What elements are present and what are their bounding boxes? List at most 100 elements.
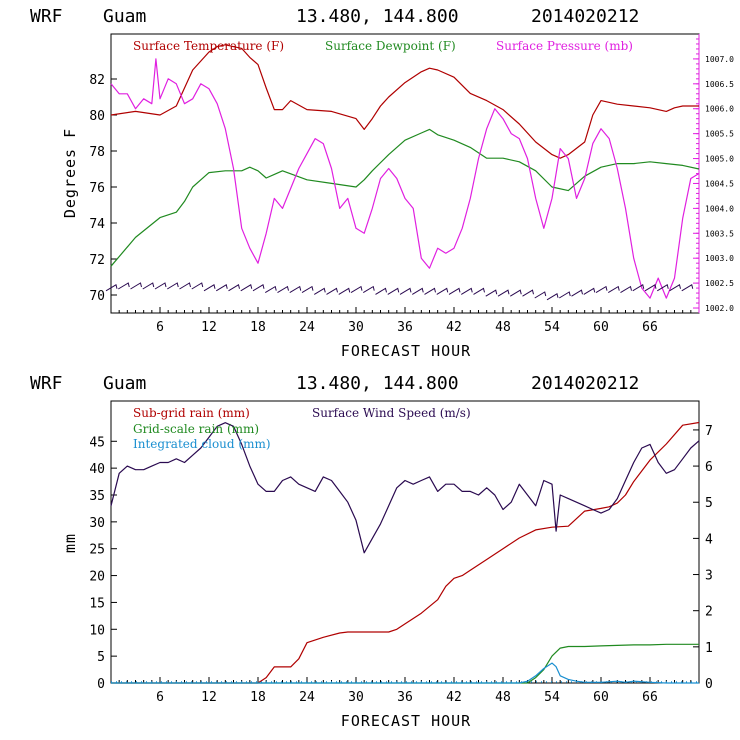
wind-barb — [338, 287, 351, 295]
y2-tick-label: 1005.5 — [705, 130, 734, 139]
x-tick-label: 42 — [446, 690, 462, 705]
wind-barb — [620, 285, 632, 294]
x-tick-label: 36 — [397, 320, 413, 335]
wind-speed-line — [110, 422, 700, 554]
chart-2-x-label: FORECAST HOUR — [341, 712, 471, 730]
y2-tick-label: 1003.0 — [705, 254, 734, 263]
y2-tick-label: 1002.0 — [705, 304, 734, 313]
wind-barb — [326, 287, 338, 295]
legend-surface-temperature: Surface Temperature (F) — [133, 39, 284, 53]
y2-tick-label: 7 — [705, 424, 713, 439]
chart-2-y-label: mm — [61, 533, 79, 553]
wind-barb — [191, 282, 204, 290]
chart-2-series — [110, 421, 700, 684]
y2-tick-label: 1004.0 — [705, 204, 734, 213]
chart-1-right-axis: 1002.0 1002.5 1003.0 1003.5 1004.0 1004.5 1005… — [693, 38, 734, 313]
wind-barb — [375, 287, 387, 295]
x-tick-label: 12 — [201, 690, 217, 705]
wind-barb — [607, 285, 620, 294]
y2-tick-label: 1003.5 — [705, 229, 734, 238]
x-tick-label: 18 — [250, 690, 266, 705]
subgrid-rain-line — [111, 421, 700, 684]
wind-barb — [583, 287, 596, 295]
wind-barb — [546, 293, 559, 301]
chart-1-left-axis: 70 72 74 76 78 80 82 — [89, 73, 117, 304]
chart-1-location: Guam — [103, 6, 146, 27]
y2-tick-label: 5 — [705, 496, 713, 511]
wind-barb — [313, 287, 326, 295]
y-tick-label: 78 — [89, 145, 105, 160]
chart-2-run: 2014020212 — [531, 373, 639, 394]
x-tick-label: 30 — [348, 690, 364, 705]
x-tick-label: 42 — [446, 320, 462, 335]
x-tick-label: 54 — [544, 690, 560, 705]
x-tick-label: 60 — [593, 320, 609, 335]
y2-tick-label: 1 — [705, 641, 713, 656]
wind-barb — [448, 287, 461, 295]
wind-barb — [644, 284, 657, 292]
temperature-line — [110, 44, 699, 159]
x-tick-label: 66 — [642, 690, 658, 705]
dewpoint-line — [110, 128, 700, 267]
y-tick-label: 0 — [97, 677, 105, 692]
y2-tick-label: 1007.0 — [705, 55, 734, 64]
wind-barb — [240, 284, 253, 292]
x-tick-label: 24 — [299, 320, 315, 335]
wind-barb — [117, 282, 130, 290]
y-tick-label: 35 — [89, 489, 105, 504]
y2-tick-label: 3 — [705, 569, 713, 584]
wind-barb — [632, 284, 645, 292]
wind-barb — [166, 282, 179, 290]
x-tick-label: 60 — [593, 690, 609, 705]
y-tick-label: 74 — [89, 217, 105, 232]
chart-1-model: WRF — [30, 6, 63, 27]
legend-integrated-cloud: Integrated cloud (mm) — [133, 437, 271, 451]
wind-barb — [460, 287, 473, 295]
x-tick-label: 12 — [201, 320, 217, 335]
wind-barb — [571, 289, 583, 297]
wind-barb — [228, 284, 240, 292]
x-tick-label: 48 — [495, 690, 511, 705]
y2-tick-label: 2 — [705, 605, 713, 620]
pressure-line — [110, 58, 700, 299]
y2-tick-label: 1004.5 — [705, 179, 734, 188]
wind-barb — [387, 287, 400, 295]
chart-1-series — [105, 44, 700, 301]
chart-1-x-label: FORECAST HOUR — [341, 342, 471, 360]
y-tick-label: 5 — [97, 650, 105, 665]
x-tick-label: 36 — [397, 690, 413, 705]
x-tick-label: 18 — [250, 320, 266, 335]
wind-barb — [522, 289, 534, 297]
wind-barb — [277, 285, 289, 294]
y-tick-label: 76 — [89, 181, 105, 196]
legend-surface-pressure: Surface Pressure (mb) — [496, 39, 633, 53]
chart-2-coords: 13.480, 144.800 — [296, 373, 459, 394]
x-tick-label: 54 — [544, 320, 560, 335]
wind-barb — [179, 282, 191, 290]
y2-tick-label: 4 — [705, 532, 713, 547]
y-tick-label: 40 — [89, 462, 105, 477]
wind-barb — [362, 285, 375, 294]
chart-2-left-axis: 0 5 10 15 20 25 30 35 40 45 — [89, 435, 117, 692]
wind-barb — [142, 282, 155, 290]
legend-surface-dewpoint: Surface Dewpoint (F) — [325, 39, 456, 53]
wind-barb — [681, 284, 694, 292]
y2-tick-label: 1006.0 — [705, 105, 734, 114]
chart-2-model: WRF — [30, 373, 63, 394]
wind-barb — [656, 284, 669, 292]
wind-barb — [289, 285, 302, 294]
wind-barb — [105, 284, 118, 292]
wind-barb — [509, 289, 522, 297]
wind-barb — [252, 284, 265, 292]
y2-tick-label: 0 — [705, 677, 713, 692]
chart-1-coords: 13.480, 144.800 — [296, 6, 459, 27]
y-tick-label: 82 — [89, 73, 105, 88]
x-tick-label: 48 — [495, 320, 511, 335]
y2-tick-label: 1005.0 — [705, 155, 734, 164]
y-tick-label: 70 — [89, 289, 105, 304]
y2-tick-label: 6 — [705, 460, 713, 475]
y2-tick-label: 1006.5 — [705, 80, 734, 89]
y-tick-label: 25 — [89, 543, 105, 558]
y-tick-label: 45 — [89, 435, 105, 450]
